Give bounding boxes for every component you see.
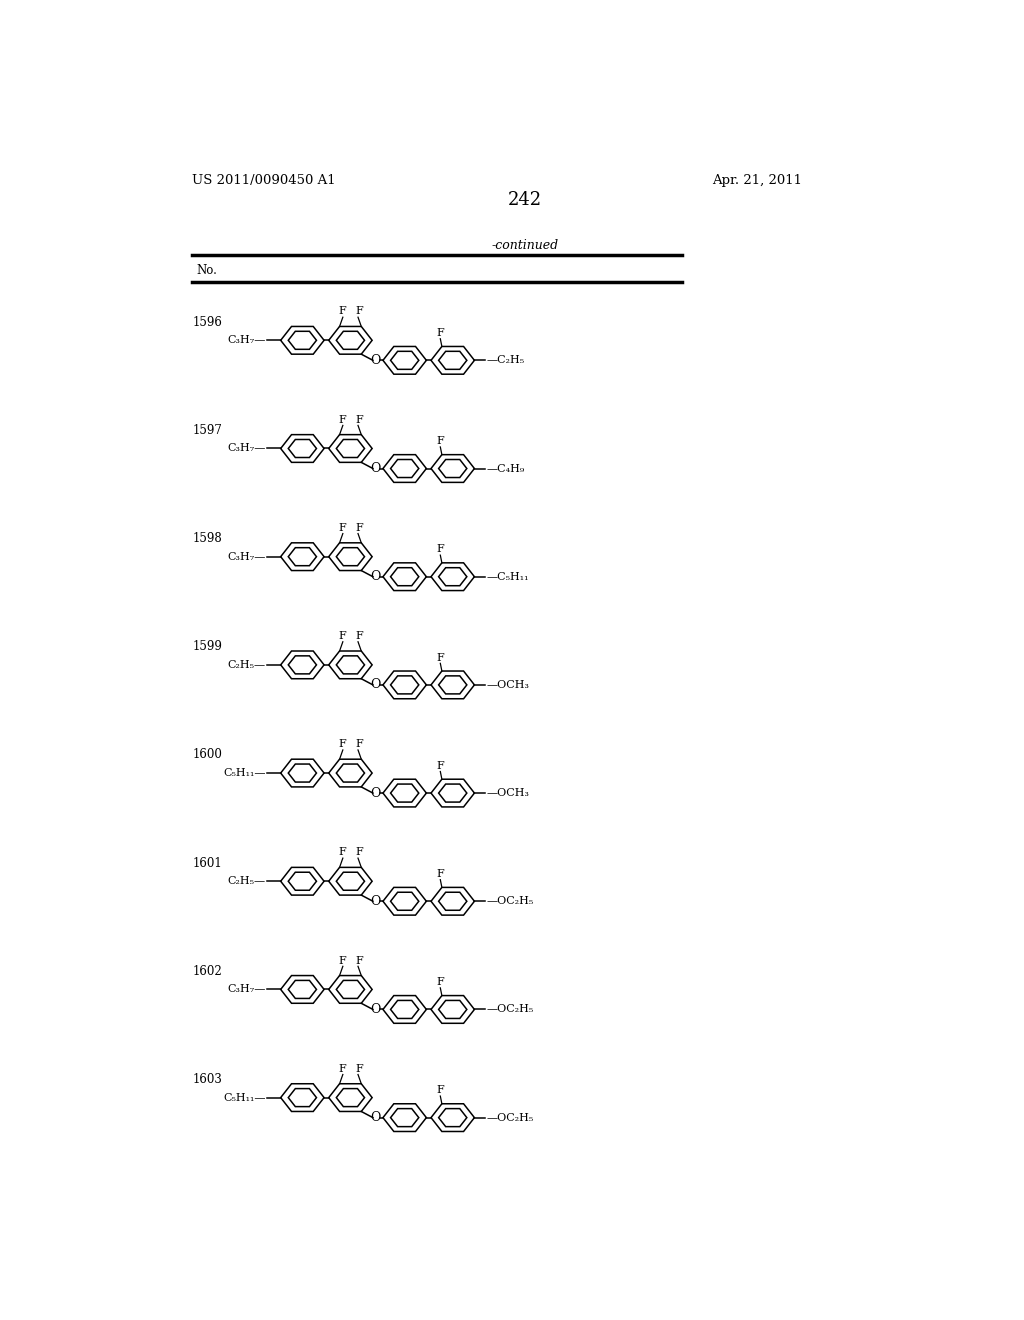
Text: —OCH₃: —OCH₃ (486, 788, 529, 799)
Text: F: F (338, 847, 346, 858)
Text: —OC₂H₅: —OC₂H₅ (486, 896, 534, 907)
Text: F: F (355, 306, 362, 317)
Text: C₃H₇—: C₃H₇— (227, 335, 266, 346)
Text: F: F (436, 760, 444, 771)
Text: F: F (355, 414, 362, 425)
Text: F: F (355, 739, 362, 750)
Text: C₃H₇—: C₃H₇— (227, 552, 266, 562)
Text: F: F (436, 977, 444, 987)
Text: US 2011/0090450 A1: US 2011/0090450 A1 (193, 174, 336, 187)
Text: 1601: 1601 (193, 857, 222, 870)
Text: 1597: 1597 (193, 424, 222, 437)
Text: F: F (338, 414, 346, 425)
Text: C₅H₁₁—: C₅H₁₁— (223, 768, 266, 777)
Text: 1600: 1600 (193, 748, 222, 762)
Text: —C₂H₅: —C₂H₅ (486, 355, 524, 366)
Text: C₂H₅—: C₂H₅— (227, 660, 266, 669)
Text: O: O (370, 1111, 380, 1125)
Text: C₃H₇—: C₃H₇— (227, 985, 266, 994)
Text: O: O (370, 678, 380, 692)
Text: F: F (338, 739, 346, 750)
Text: F: F (355, 847, 362, 858)
Text: C₂H₅—: C₂H₅— (227, 876, 266, 886)
Text: F: F (355, 523, 362, 533)
Text: F: F (338, 631, 346, 642)
Text: C₃H₇—: C₃H₇— (227, 444, 266, 454)
Text: F: F (436, 869, 444, 879)
Text: -continued: -continued (492, 239, 558, 252)
Text: F: F (338, 1064, 346, 1073)
Text: —OCH₃: —OCH₃ (486, 680, 529, 690)
Text: 1602: 1602 (193, 965, 222, 978)
Text: 1603: 1603 (193, 1073, 222, 1086)
Text: —OC₂H₅: —OC₂H₅ (486, 1113, 534, 1122)
Text: 1598: 1598 (193, 532, 222, 545)
Text: O: O (370, 895, 380, 908)
Text: 242: 242 (508, 191, 542, 209)
Text: F: F (355, 956, 362, 965)
Text: F: F (436, 436, 444, 446)
Text: F: F (436, 544, 444, 554)
Text: Apr. 21, 2011: Apr. 21, 2011 (713, 174, 802, 187)
Text: F: F (436, 652, 444, 663)
Text: O: O (370, 354, 380, 367)
Text: F: F (355, 1064, 362, 1073)
Text: 1599: 1599 (193, 640, 222, 653)
Text: F: F (338, 306, 346, 317)
Text: F: F (436, 1085, 444, 1096)
Text: O: O (370, 1003, 380, 1016)
Text: —C₅H₁₁: —C₅H₁₁ (486, 572, 528, 582)
Text: O: O (370, 787, 380, 800)
Text: F: F (338, 523, 346, 533)
Text: —OC₂H₅: —OC₂H₅ (486, 1005, 534, 1015)
Text: O: O (370, 570, 380, 583)
Text: F: F (436, 327, 444, 338)
Text: 1596: 1596 (193, 315, 222, 329)
Text: No.: No. (197, 264, 217, 277)
Text: F: F (338, 956, 346, 965)
Text: O: O (370, 462, 380, 475)
Text: F: F (355, 631, 362, 642)
Text: C₅H₁₁—: C₅H₁₁— (223, 1093, 266, 1102)
Text: —C₄H₉: —C₄H₉ (486, 463, 524, 474)
